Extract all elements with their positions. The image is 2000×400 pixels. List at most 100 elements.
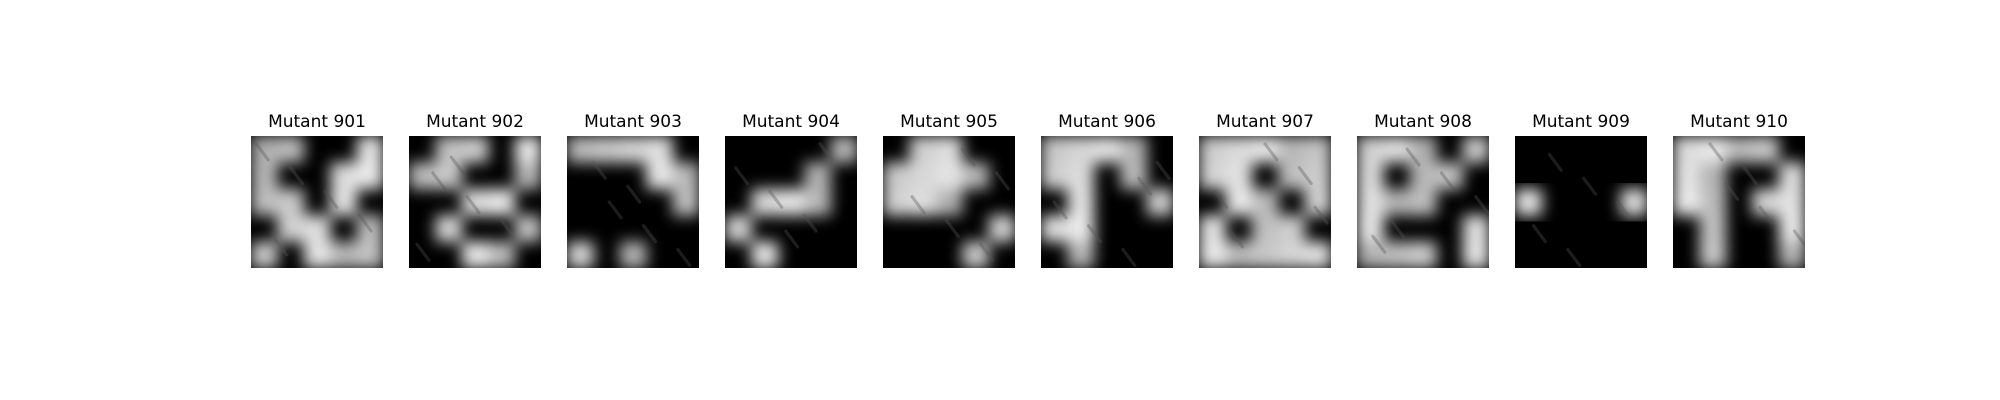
visible-region bbox=[1409, 162, 1437, 190]
visible-region bbox=[1304, 241, 1331, 268]
texture-streak bbox=[910, 195, 926, 215]
texture-streak bbox=[1792, 229, 1805, 248]
texture-streak bbox=[768, 189, 784, 209]
visible-region bbox=[1251, 136, 1279, 163]
mutant-image bbox=[725, 136, 857, 268]
visible-region bbox=[251, 162, 278, 190]
visible-region bbox=[356, 136, 383, 163]
visible-region bbox=[962, 162, 990, 190]
texture-streak bbox=[1086, 224, 1102, 244]
grayscale-mask-image bbox=[1041, 136, 1173, 268]
texture-overlay bbox=[415, 155, 515, 262]
texture-overlay bbox=[733, 142, 834, 249]
texture-streak bbox=[1121, 247, 1137, 267]
visible-region bbox=[1383, 188, 1411, 216]
texture-streak bbox=[415, 242, 431, 262]
visible-region bbox=[593, 136, 621, 163]
texture-streak bbox=[357, 213, 373, 233]
texture-streak bbox=[960, 147, 976, 167]
visible-region bbox=[435, 136, 463, 163]
visible-region bbox=[619, 241, 647, 268]
texture-streak bbox=[1263, 142, 1279, 162]
visible-region bbox=[619, 136, 647, 163]
visible-region bbox=[1225, 136, 1253, 163]
visible-region bbox=[751, 241, 779, 268]
texture-streak bbox=[994, 171, 1010, 191]
visible-region bbox=[909, 162, 937, 190]
mutant-image bbox=[1515, 136, 1647, 268]
texture-streak bbox=[979, 242, 995, 262]
texture-overlay bbox=[1213, 142, 1329, 249]
visible-region bbox=[1699, 188, 1727, 216]
mutant-image bbox=[1357, 136, 1489, 268]
visible-region bbox=[672, 188, 699, 216]
panel-title: Mutant 906 bbox=[1058, 112, 1156, 132]
texture-streak bbox=[431, 171, 447, 191]
visible-region bbox=[1699, 215, 1727, 243]
visible-region bbox=[488, 241, 516, 268]
visible-region bbox=[356, 215, 383, 243]
visible-region bbox=[1462, 215, 1489, 243]
visible-region bbox=[751, 188, 779, 216]
grayscale-mask-image bbox=[567, 136, 699, 268]
grayscale-mask-image bbox=[1673, 136, 1805, 268]
visible-region bbox=[1041, 162, 1068, 190]
texture-streak bbox=[1137, 176, 1153, 196]
visible-region bbox=[1251, 215, 1279, 243]
visible-region bbox=[1278, 136, 1306, 163]
visible-region bbox=[1146, 188, 1173, 216]
panel-title: Mutant 901 bbox=[268, 112, 366, 132]
visible-region bbox=[1251, 188, 1279, 216]
texture-streak bbox=[1439, 171, 1455, 191]
visible-region bbox=[435, 215, 463, 243]
visible-region bbox=[1699, 241, 1727, 268]
grayscale-mask-image bbox=[1357, 136, 1489, 268]
texture-streak bbox=[1229, 229, 1245, 249]
visible-region bbox=[1620, 188, 1647, 216]
visible-region bbox=[1199, 162, 1226, 190]
texture-overlay bbox=[1531, 152, 1632, 267]
visible-region bbox=[1304, 136, 1331, 163]
grayscale-mask-image bbox=[1515, 136, 1647, 268]
visible-region bbox=[303, 241, 331, 268]
texture-overlay bbox=[1052, 160, 1171, 267]
mutant-panel: Mutant 908 bbox=[1357, 110, 1517, 270]
mutant-image bbox=[409, 136, 541, 268]
visible-region bbox=[1673, 162, 1700, 190]
visible-region bbox=[883, 188, 910, 216]
mutant-panel: Mutant 902 bbox=[409, 110, 569, 270]
texture-streak bbox=[1052, 200, 1068, 220]
grayscale-mask-image bbox=[1199, 136, 1331, 268]
visible-region bbox=[1357, 136, 1384, 163]
mutant-image bbox=[1041, 136, 1173, 268]
mutant-panel: Mutant 905 bbox=[883, 110, 1043, 270]
visible-region bbox=[461, 188, 489, 216]
mutant-panel: Mutant 904 bbox=[725, 110, 885, 270]
texture-overlay bbox=[1371, 147, 1489, 254]
grayscale-mask-image bbox=[883, 136, 1015, 268]
visible-region bbox=[251, 188, 278, 216]
panel-title: Mutant 908 bbox=[1374, 112, 1472, 132]
texture-streak bbox=[733, 166, 750, 186]
visible-region bbox=[1778, 215, 1805, 243]
texture-overlay bbox=[910, 147, 1010, 262]
texture-streak bbox=[784, 229, 800, 249]
texture-streak bbox=[607, 200, 623, 220]
mutant-panel: Mutant 901 bbox=[251, 110, 411, 270]
visible-region bbox=[251, 241, 278, 268]
mutant-panel: Mutant 903 bbox=[567, 110, 727, 270]
visible-region bbox=[1778, 188, 1805, 216]
visible-region bbox=[1673, 136, 1700, 163]
mutant-panel: Mutant 906 bbox=[1041, 110, 1201, 270]
visible-region bbox=[1067, 215, 1095, 243]
visible-region bbox=[1383, 136, 1411, 163]
visible-region bbox=[1409, 136, 1437, 163]
texture-streak bbox=[1547, 152, 1563, 172]
visible-region bbox=[1673, 188, 1700, 216]
visible-region bbox=[1725, 136, 1753, 163]
visible-region bbox=[909, 188, 937, 216]
visible-region bbox=[1436, 162, 1464, 190]
visible-region bbox=[1752, 136, 1780, 163]
mutant-image bbox=[251, 136, 383, 268]
texture-overlay bbox=[591, 160, 692, 267]
